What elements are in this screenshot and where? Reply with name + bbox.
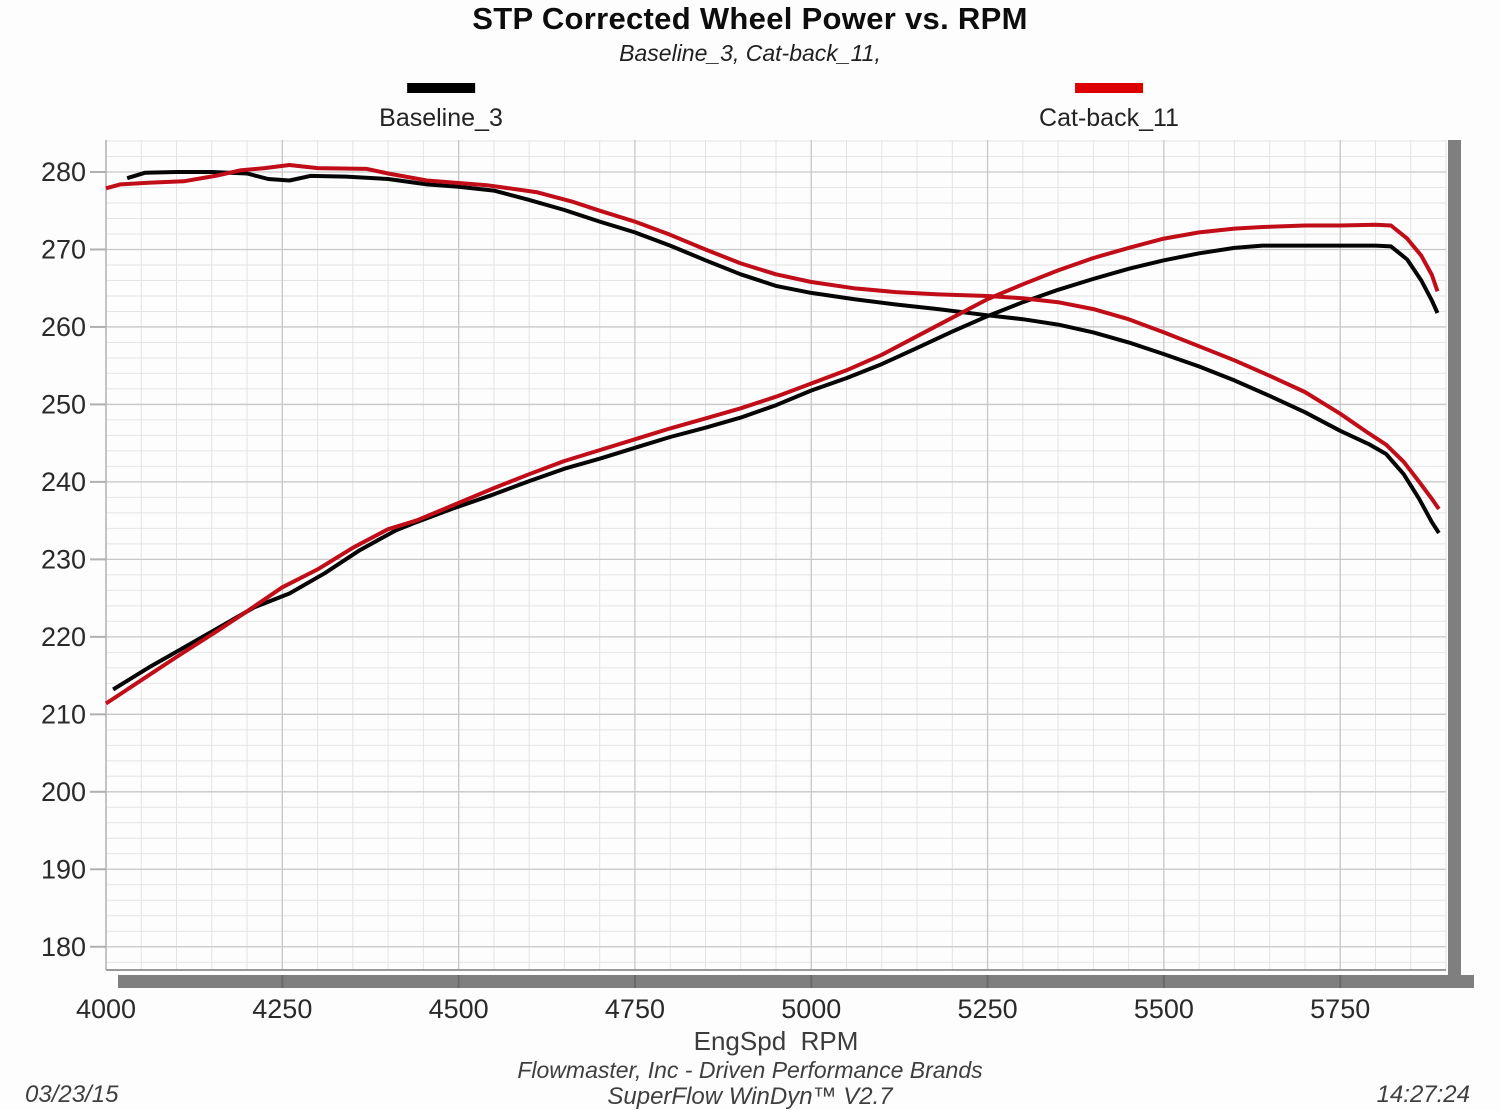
series-line-desc-cat-back-11: [105, 163, 1441, 511]
x-axis-tick-label: 5750: [1310, 994, 1370, 1024]
x-axis-title: EngSpd RPM: [693, 1026, 859, 1056]
legend-item-baseline-3: Baseline_3: [379, 83, 503, 133]
footer-date: 03/23/15: [25, 1081, 119, 1108]
y-axis-tick-label: 250: [41, 389, 86, 419]
y-axis-tick-label: 230: [41, 544, 86, 574]
x-axis-tick-label: 5500: [1134, 994, 1194, 1024]
legend-item-cat-back-11: Cat-back_11: [1039, 83, 1179, 133]
x-axis-tick-label: 4250: [252, 994, 312, 1024]
y-axis-tick-label: 180: [41, 932, 86, 962]
chart-title: STP Corrected Wheel Power vs. RPM: [472, 1, 1028, 36]
chart-subtitle: Baseline_3, Cat-back_11,: [619, 40, 881, 66]
legend-label-cat-back-11: Cat-back_11: [1039, 104, 1179, 132]
y-axis-tick-label: 190: [41, 854, 86, 884]
x-axis-tick-label: 5250: [958, 994, 1018, 1024]
series-line-desc-baseline-3: [126, 170, 1441, 535]
footer-time: 14:27:24: [1376, 1081, 1470, 1108]
y-axis-tick-label: 270: [41, 234, 86, 264]
legend-swatch-cat-back-11: [1075, 83, 1143, 93]
legend-swatch-baseline-3: [407, 83, 475, 93]
y-axis-tick-label: 220: [41, 622, 86, 652]
y-axis-tick-label: 260: [41, 312, 86, 342]
footer-software-text: SuperFlow WinDyn™ V2.7: [607, 1083, 893, 1110]
y-axis-tick-label: 280: [41, 157, 86, 187]
x-axis-tick-label: 4750: [605, 994, 665, 1024]
y-axis-shadow-bar: [1448, 140, 1461, 988]
series-line-power-baseline-3: [112, 243, 1440, 692]
x-axis-tick-label: 4000: [76, 994, 136, 1024]
y-axis-tick-label: 200: [41, 777, 86, 807]
y-axis-tick-label: 210: [41, 699, 86, 729]
footer-company-text: Flowmaster, Inc - Driven Performance Bra…: [517, 1057, 983, 1083]
series-line-power-cat-back-11: [104, 222, 1440, 706]
y-axis-tick-label: 240: [41, 467, 86, 497]
legend-label-baseline-3: Baseline_3: [379, 104, 503, 132]
x-axis-tick-label: 5000: [781, 994, 841, 1024]
x-axis-tick-label: 4500: [429, 994, 489, 1024]
x-axis-shadow-bar: [118, 975, 1474, 988]
